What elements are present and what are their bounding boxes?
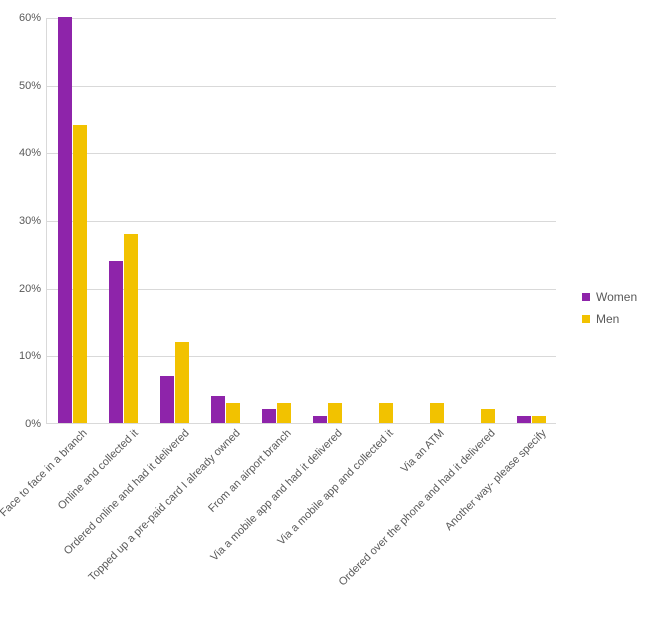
y-tick-label: 40% (19, 147, 41, 159)
bar-women (58, 17, 72, 423)
legend-label: Women (596, 290, 637, 304)
x-tick-label: Face to face in a branch (0, 423, 89, 519)
gridline (47, 153, 556, 154)
bar-men (430, 403, 444, 423)
y-tick-label: 0% (25, 418, 41, 430)
bar-men (379, 403, 393, 423)
legend-label: Men (596, 312, 619, 326)
bar-men (328, 403, 342, 423)
gridline (47, 18, 556, 19)
y-tick-label: 30% (19, 215, 41, 227)
bar-men (226, 403, 240, 423)
bar-women (262, 409, 276, 423)
gridline (47, 221, 556, 222)
bar-men (124, 234, 138, 423)
legend-swatch (582, 315, 590, 323)
bar-women (313, 416, 327, 423)
bar-men (175, 342, 189, 423)
legend-item-men: Men (582, 312, 637, 326)
bar-women (109, 261, 123, 423)
y-tick-label: 10% (19, 350, 41, 362)
bar-men (73, 125, 87, 423)
chart-container: 0% 10% 20% 30% 40% 50% 60% Face to face in a br… (0, 0, 668, 624)
bar-men (481, 409, 495, 423)
x-tick-label: Via an ATM (394, 423, 446, 475)
legend-swatch (582, 293, 590, 301)
legend: Women Men (582, 290, 637, 334)
bar-women (211, 396, 225, 423)
y-tick-label: 60% (19, 12, 41, 24)
bar-men (277, 403, 291, 423)
bar-men (532, 416, 546, 423)
y-tick-label: 50% (19, 80, 41, 92)
legend-item-women: Women (582, 290, 637, 304)
bar-women (160, 376, 174, 423)
plot-area: 0%10%20%30%40%50%60%Face to face in a br… (46, 18, 556, 424)
gridline (47, 86, 556, 87)
bar-women (517, 416, 531, 423)
y-tick-label: 20% (19, 283, 41, 295)
